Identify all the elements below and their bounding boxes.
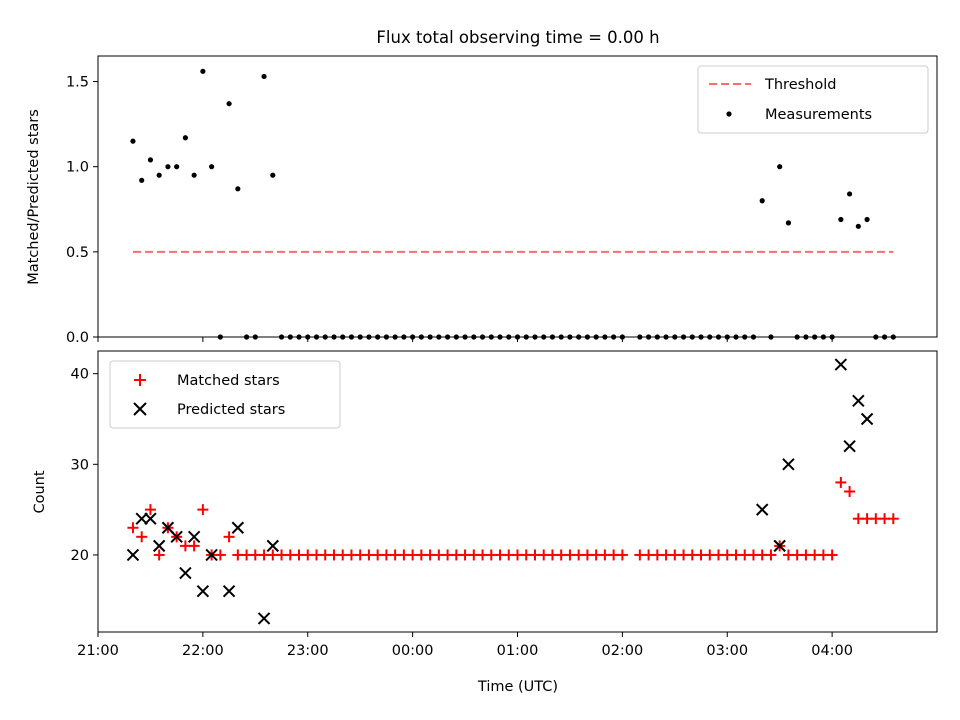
top-axis-ticks: 0.0 0.5 1.0 1.5 bbox=[66, 75, 833, 346]
x-tick-label: 04:00 bbox=[811, 643, 853, 659]
top-legend: Threshold Measurements bbox=[697, 65, 929, 134]
measurement-point bbox=[147, 157, 154, 163]
matched-star-point bbox=[887, 513, 899, 525]
measurement-point bbox=[270, 172, 276, 178]
predicted-star-point bbox=[266, 539, 279, 553]
predicted-star-point bbox=[834, 358, 848, 371]
legend-measurements-swatch bbox=[726, 111, 732, 117]
predicted-star-point bbox=[205, 548, 218, 562]
predicted-star-point bbox=[257, 612, 271, 625]
measurement-point bbox=[182, 135, 188, 141]
measurement-point bbox=[777, 164, 783, 170]
y-tick-label: 30 bbox=[71, 457, 89, 473]
matched-star-point bbox=[223, 531, 235, 543]
y-tick-label: 20 bbox=[71, 548, 89, 564]
y-tick-label: 1.5 bbox=[66, 75, 89, 91]
x-tick-label: 01:00 bbox=[497, 643, 539, 659]
bottom-plot-area bbox=[126, 358, 899, 625]
predicted-star-point bbox=[860, 412, 874, 426]
matched-star-point bbox=[144, 504, 156, 516]
x-tick-label: 22:00 bbox=[182, 643, 224, 659]
predicted-star-point bbox=[852, 394, 865, 408]
y-tick-label: 0.5 bbox=[66, 245, 89, 261]
x-tick-label: 03:00 bbox=[706, 643, 748, 659]
predicted-star-point bbox=[756, 503, 769, 516]
measurement-point bbox=[174, 164, 180, 170]
predicted-star-point bbox=[126, 548, 140, 562]
legend-threshold-label: Threshold bbox=[764, 77, 836, 93]
measurement-point bbox=[191, 172, 197, 178]
matched-star-point bbox=[765, 549, 777, 561]
measurement-point bbox=[759, 198, 765, 204]
top-legend-box bbox=[697, 65, 929, 134]
legend-predicted-swatch bbox=[133, 402, 147, 416]
measurement-point bbox=[226, 101, 232, 107]
predicted-star-point bbox=[170, 530, 183, 544]
legend-measurements-label: Measurements bbox=[765, 107, 872, 123]
x-axis-label: Time (UTC) bbox=[477, 679, 558, 695]
matched-star-point bbox=[197, 504, 209, 516]
y-tick-label: 40 bbox=[71, 367, 89, 383]
y-tick-label: 1.0 bbox=[66, 160, 89, 176]
bottom-axis-ticks: 20 30 40 21:00 22:00 23:00 00:00 01:00 02:00 03:0… bbox=[71, 367, 853, 659]
predicted-star-point bbox=[144, 512, 157, 525]
bottom-legend-box bbox=[109, 360, 341, 429]
measurement-point bbox=[165, 164, 171, 170]
bottom-y-axis-label: Count bbox=[32, 470, 48, 513]
measurement-point bbox=[156, 172, 162, 178]
measurement-point bbox=[785, 220, 792, 226]
bottom-legend: Matched stars Predicted stars bbox=[109, 360, 341, 429]
x-tick-label: 02:00 bbox=[601, 643, 643, 659]
measurement-point bbox=[139, 177, 145, 183]
measurement-point bbox=[864, 216, 870, 223]
legend-matched-swatch bbox=[134, 374, 146, 386]
chart-title: Flux total observing time = 0.00 h bbox=[376, 28, 659, 47]
matched-star-point bbox=[188, 540, 200, 552]
measurement-point bbox=[130, 138, 136, 144]
legend-matched-label: Matched stars bbox=[177, 373, 280, 389]
measurement-point bbox=[261, 73, 267, 80]
predicted-star-point bbox=[231, 521, 245, 534]
predicted-star-point bbox=[843, 439, 856, 453]
measurement-point bbox=[838, 216, 844, 223]
top-y-axis-label: Matched/Predicted stars bbox=[26, 109, 42, 285]
x-tick-label: 21:00 bbox=[77, 643, 119, 659]
y-tick-label: 0.0 bbox=[66, 330, 89, 346]
x-tick-label: 23:00 bbox=[287, 643, 329, 659]
measurement-point bbox=[235, 186, 241, 192]
matched-star-point bbox=[127, 522, 139, 534]
matched-star-point bbox=[844, 486, 856, 497]
matched-star-point bbox=[153, 549, 165, 561]
predicted-star-point bbox=[782, 458, 795, 471]
measurement-point bbox=[200, 68, 206, 74]
x-tick-label: 00:00 bbox=[392, 643, 434, 659]
matched-star-point bbox=[835, 476, 847, 488]
matched-star-point bbox=[826, 549, 838, 561]
predicted-star-point bbox=[222, 585, 236, 598]
legend-predicted-label: Predicted stars bbox=[177, 402, 285, 418]
predicted-star-point bbox=[179, 566, 192, 580]
matched-star-point bbox=[616, 549, 628, 561]
measurement-point bbox=[209, 164, 215, 170]
predicted-star-point bbox=[152, 539, 166, 553]
predicted-star-point bbox=[773, 539, 786, 553]
predicted-star-point bbox=[187, 530, 201, 544]
matched-star-point bbox=[136, 531, 148, 543]
matched-star-point bbox=[214, 549, 226, 561]
top-plot-area bbox=[130, 68, 896, 340]
measurement-point bbox=[855, 223, 861, 229]
measurement-point bbox=[847, 191, 853, 197]
predicted-star-point bbox=[196, 585, 210, 598]
